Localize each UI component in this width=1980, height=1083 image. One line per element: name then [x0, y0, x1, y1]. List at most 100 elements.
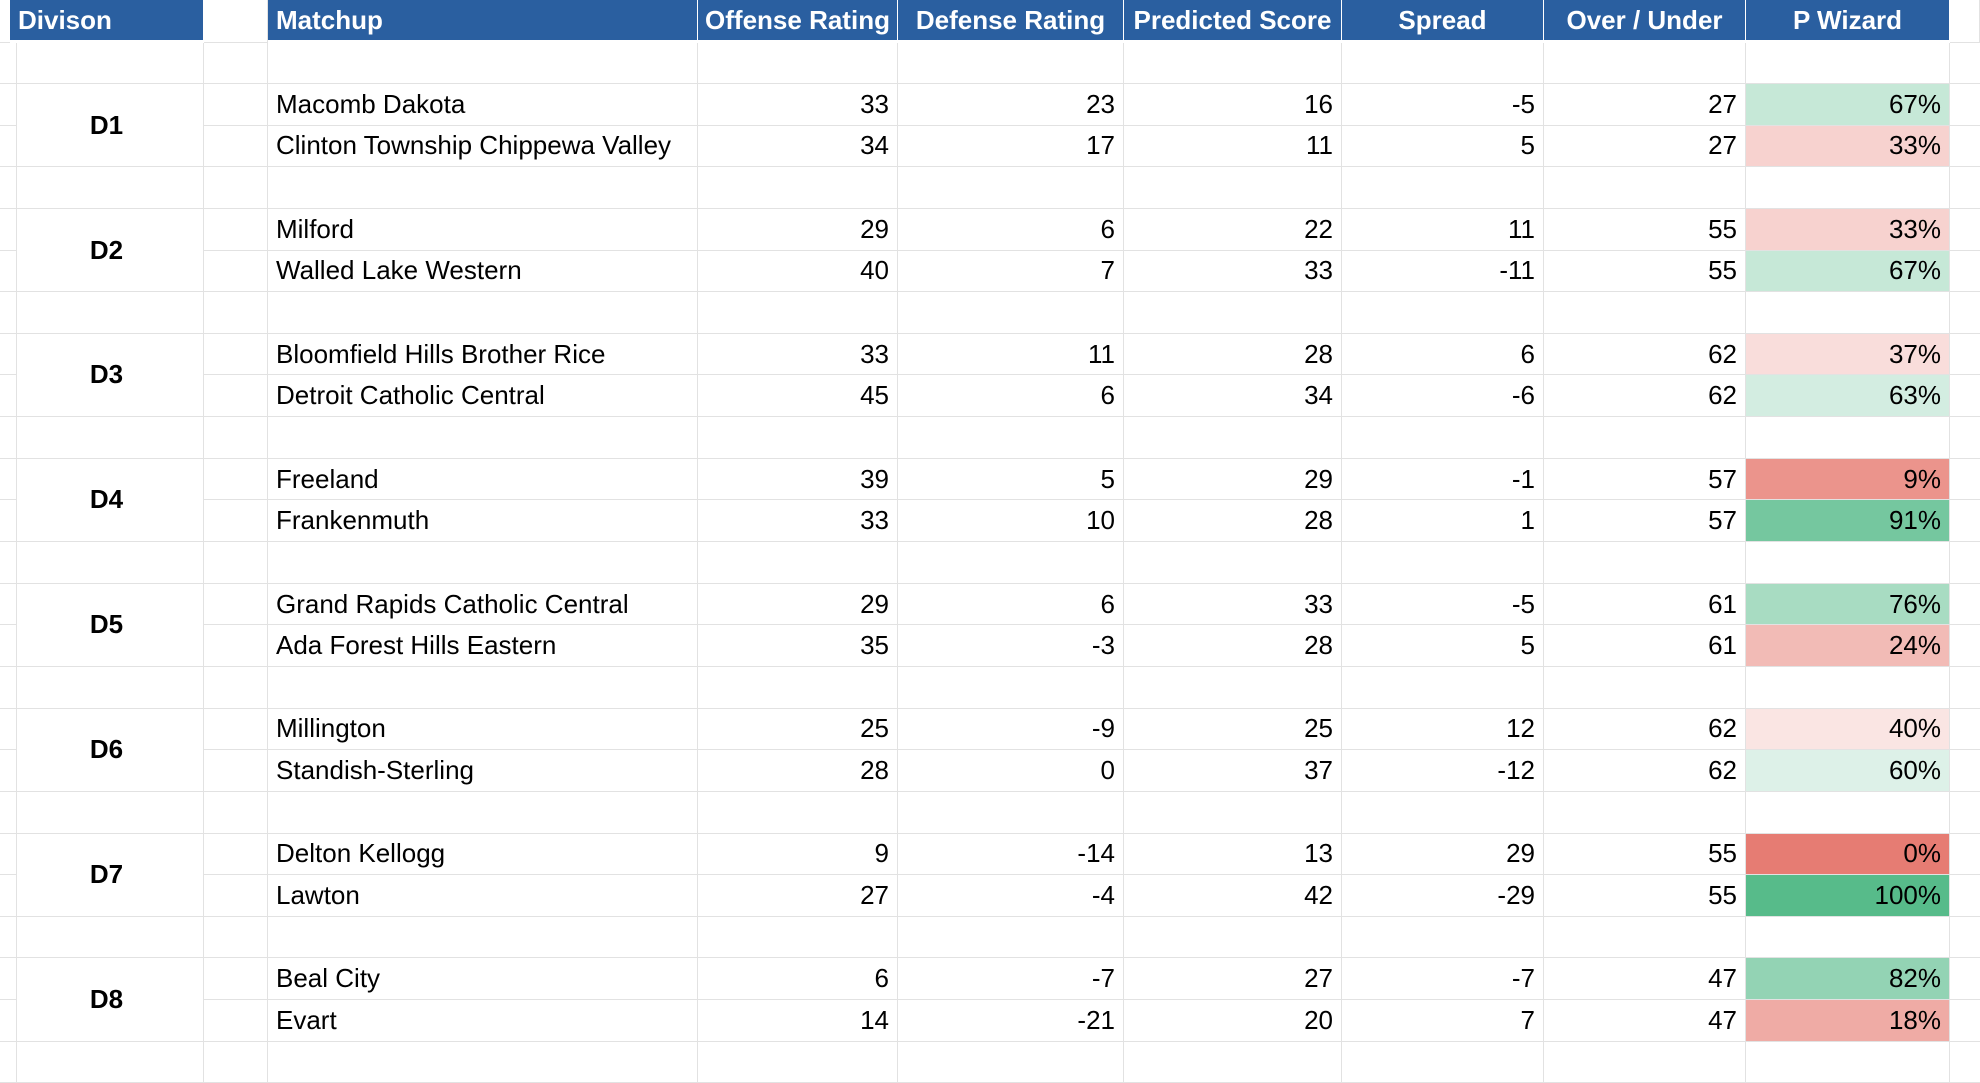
offense-rating[interactable]: 29	[698, 583, 898, 626]
team-name[interactable]: Ada Forest Hills Eastern	[268, 625, 698, 667]
predicted-score[interactable]: 27	[1124, 958, 1342, 1001]
over-under[interactable]: 47	[1544, 958, 1746, 1001]
empty-cell[interactable]	[1950, 209, 1980, 251]
empty-cell[interactable]	[1544, 916, 1746, 959]
empty-cell[interactable]	[898, 542, 1124, 584]
empty-cell[interactable]	[1124, 542, 1342, 584]
empty-cell[interactable]	[0, 417, 17, 459]
team-name[interactable]: Clinton Township Chippewa Valley	[268, 125, 698, 168]
p-wizard[interactable]: 60%	[1746, 750, 1950, 792]
empty-cell[interactable]	[204, 542, 268, 584]
empty-cell[interactable]	[1342, 1041, 1544, 1083]
defense-rating[interactable]: 17	[898, 125, 1124, 168]
over-under[interactable]: 62	[1544, 375, 1746, 418]
empty-cell[interactable]	[1950, 625, 1980, 667]
division-label[interactable]: D8	[10, 958, 204, 1042]
spread[interactable]: 11	[1342, 208, 1544, 251]
empty-cell[interactable]	[1950, 1000, 1980, 1042]
offense-rating[interactable]: 28	[698, 750, 898, 792]
over-under[interactable]: 62	[1544, 333, 1746, 376]
p-wizard[interactable]: 67%	[1746, 250, 1950, 293]
spread[interactable]: 6	[1342, 333, 1544, 376]
empty-cell[interactable]	[10, 167, 204, 209]
team-name[interactable]: Grand Rapids Catholic Central	[268, 583, 698, 626]
team-name[interactable]: Walled Lake Western	[268, 250, 698, 293]
empty-cell[interactable]	[204, 208, 268, 251]
defense-rating[interactable]: 6	[898, 208, 1124, 251]
spread[interactable]: -1	[1342, 458, 1544, 501]
empty-cell[interactable]	[10, 666, 204, 709]
header-division[interactable]: Divison	[10, 0, 204, 43]
predicted-score[interactable]: 20	[1124, 1000, 1342, 1042]
over-under[interactable]: 27	[1544, 125, 1746, 168]
spread[interactable]: -5	[1342, 583, 1544, 626]
spread[interactable]: -5	[1342, 84, 1544, 126]
empty-cell[interactable]	[204, 916, 268, 959]
division-label[interactable]: D4	[10, 458, 204, 543]
empty-cell[interactable]	[204, 875, 268, 917]
empty-cell[interactable]	[1544, 666, 1746, 709]
row-gutter[interactable]	[0, 333, 17, 376]
predicted-score[interactable]: 37	[1124, 750, 1342, 792]
empty-cell[interactable]	[268, 666, 698, 709]
p-wizard[interactable]: 82%	[1746, 958, 1950, 1001]
empty-cell[interactable]	[204, 125, 268, 168]
empty-cell[interactable]	[268, 916, 698, 959]
p-wizard[interactable]: 33%	[1746, 208, 1950, 251]
empty-cell[interactable]	[898, 417, 1124, 459]
empty-cell[interactable]	[698, 542, 898, 584]
header-defense-rating[interactable]: Defense Rating	[898, 0, 1124, 43]
offense-rating[interactable]: 9	[698, 833, 898, 876]
row-gutter[interactable]	[0, 625, 17, 667]
empty-cell[interactable]	[698, 916, 898, 959]
empty-cell[interactable]	[698, 1041, 898, 1083]
empty-cell[interactable]	[204, 292, 268, 334]
empty-cell[interactable]	[204, 375, 268, 418]
offense-rating[interactable]: 39	[698, 458, 898, 501]
predicted-score[interactable]: 29	[1124, 458, 1342, 501]
empty-cell[interactable]	[898, 292, 1124, 334]
empty-cell[interactable]	[698, 666, 898, 709]
empty-cell[interactable]	[1950, 584, 1980, 626]
team-name[interactable]: Bloomfield Hills Brother Rice	[268, 333, 698, 376]
empty-cell[interactable]	[1342, 417, 1544, 459]
team-name[interactable]: Lawton	[268, 875, 698, 917]
spread[interactable]: 29	[1342, 833, 1544, 876]
p-wizard[interactable]: 76%	[1746, 583, 1950, 626]
p-wizard[interactable]: 100%	[1746, 875, 1950, 917]
empty-cell[interactable]	[1950, 917, 1980, 959]
defense-rating[interactable]: -4	[898, 875, 1124, 917]
offense-rating[interactable]: 33	[698, 84, 898, 126]
empty-cell[interactable]	[204, 333, 268, 376]
spread[interactable]: -7	[1342, 958, 1544, 1001]
empty-cell[interactable]	[0, 292, 17, 334]
empty-cell[interactable]	[1950, 709, 1980, 751]
empty-cell[interactable]	[0, 666, 17, 709]
offense-rating[interactable]: 14	[698, 1000, 898, 1042]
spread[interactable]: 5	[1342, 625, 1544, 667]
p-wizard[interactable]: 0%	[1746, 833, 1950, 876]
offense-rating[interactable]: 40	[698, 250, 898, 293]
team-name[interactable]: Standish-Sterling	[268, 750, 698, 792]
empty-cell[interactable]	[10, 417, 204, 459]
offense-rating[interactable]: 45	[698, 375, 898, 418]
team-name[interactable]: Delton Kellogg	[268, 833, 698, 876]
empty-cell[interactable]	[1950, 292, 1980, 334]
defense-rating[interactable]: -9	[898, 708, 1124, 751]
p-wizard[interactable]: 63%	[1746, 375, 1950, 418]
empty-cell[interactable]	[204, 43, 268, 84]
spread[interactable]: 12	[1342, 708, 1544, 751]
spread[interactable]: -29	[1342, 875, 1544, 917]
row-gutter[interactable]	[0, 958, 17, 1001]
empty-cell[interactable]	[1124, 916, 1342, 959]
empty-cell[interactable]	[10, 1041, 204, 1083]
header-spread[interactable]: Spread	[1342, 0, 1544, 43]
over-under[interactable]: 55	[1544, 208, 1746, 251]
empty-cell[interactable]	[204, 458, 268, 501]
empty-cell[interactable]	[0, 542, 17, 584]
over-under[interactable]: 57	[1544, 500, 1746, 543]
empty-cell[interactable]	[10, 791, 204, 834]
empty-cell[interactable]	[1950, 500, 1980, 543]
predicted-score[interactable]: 33	[1124, 583, 1342, 626]
empty-cell[interactable]	[1950, 459, 1980, 501]
